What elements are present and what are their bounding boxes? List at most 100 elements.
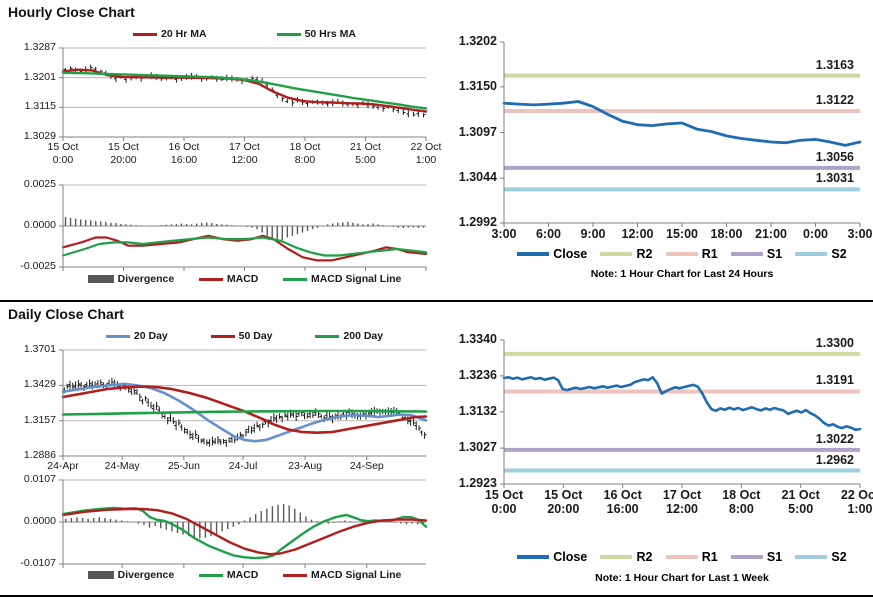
legend-item: Close bbox=[517, 550, 587, 564]
x-tick-label: 6:00 bbox=[535, 227, 562, 241]
legend-item: 200 Day bbox=[315, 330, 383, 342]
legend-swatch-macd-signal-line bbox=[282, 277, 307, 281]
legend-swatch-macd bbox=[198, 573, 223, 577]
daily-ma-legend: 20 Day 50 Day 200 Day bbox=[63, 328, 426, 344]
legend-swatch-50-hrs-ma bbox=[276, 32, 301, 36]
x-tick-label: 24-Sep bbox=[349, 460, 384, 472]
legend-swatch-s2 bbox=[795, 555, 828, 559]
y-tick-label: 1.2886 bbox=[23, 449, 56, 461]
legend-label: Divergence bbox=[117, 569, 175, 581]
x-tick-label: 23-Aug bbox=[288, 460, 323, 472]
y-tick-label: 1.3236 bbox=[458, 367, 497, 382]
y-tick-label: 1.3429 bbox=[23, 378, 56, 391]
legend-label: 200 Day bbox=[343, 330, 384, 342]
legend-item: MACD bbox=[198, 273, 258, 285]
daily-macd-legend: Divergence MACD MACD Signal Line bbox=[63, 567, 426, 583]
x-tick-label: 0:00 bbox=[802, 227, 829, 241]
legend-label: S1 bbox=[766, 247, 783, 261]
x-tick-label: 15 Oct 20:00 bbox=[544, 488, 583, 517]
x-tick-label: 24-Jul bbox=[228, 460, 258, 472]
legend-item: S1 bbox=[730, 550, 782, 564]
legend-swatch-close bbox=[517, 555, 550, 559]
legend-label: R1 bbox=[701, 550, 718, 564]
x-tick-label: 15 Oct 20:00 bbox=[108, 141, 139, 166]
hourly-section-title: Hourly Close Chart bbox=[8, 4, 135, 20]
legend-item: 50 Hrs MA bbox=[276, 28, 356, 40]
y-tick-label: -0.0107 bbox=[20, 557, 56, 569]
legend-item: R1 bbox=[665, 247, 718, 261]
legend-swatch-20-day bbox=[105, 334, 130, 338]
legend-swatch-s1 bbox=[730, 252, 763, 256]
daily-section-title: Daily Close Chart bbox=[8, 306, 124, 322]
legend-item: R2 bbox=[600, 247, 652, 261]
hourly-ma-legend: 20 Hr MA 50 Hrs MA bbox=[63, 26, 426, 42]
legend-swatch-close bbox=[517, 252, 550, 256]
pivot-value-label: 1.3300 bbox=[815, 335, 854, 350]
daily-price-plot bbox=[59, 349, 428, 460]
daily-pivot-note: Note: 1 Hour Chart for Last 1 Week bbox=[595, 572, 769, 584]
y-tick-label: 0.0000 bbox=[23, 219, 56, 231]
y-tick-label: 1.2923 bbox=[458, 476, 497, 490]
legend-item: S2 bbox=[795, 550, 847, 564]
y-tick-label: 0.0107 bbox=[23, 473, 56, 485]
y-tick-label: 1.3201 bbox=[23, 70, 56, 83]
legend-item: 50 Day bbox=[210, 330, 273, 342]
x-tick-label: 12:00 bbox=[621, 227, 654, 241]
pivot-value-label: 1.3122 bbox=[815, 92, 854, 107]
section-divider bbox=[0, 300, 873, 302]
y-tick-label: -0.0025 bbox=[20, 260, 56, 272]
x-tick-label: 25-Jun bbox=[167, 460, 200, 472]
series-50-day bbox=[61, 385, 428, 434]
legend-swatch-r1 bbox=[665, 555, 698, 559]
y-tick-label: 1.3027 bbox=[458, 440, 497, 455]
y-tick-label: 0.0000 bbox=[23, 515, 56, 527]
legend-item: 20 Hr MA bbox=[133, 28, 207, 40]
x-tick-label: 24-May bbox=[104, 460, 140, 472]
legend-swatch-s2 bbox=[795, 252, 828, 256]
y-tick-label: 1.3202 bbox=[458, 34, 497, 48]
daily-pivot-legend: Close R2 R1 S1 S2 bbox=[504, 549, 860, 565]
x-tick-label: 15 Oct 0:00 bbox=[484, 488, 524, 517]
x-tick-label: 17 Oct 12:00 bbox=[662, 488, 702, 517]
daily-pivot-plot bbox=[500, 339, 862, 488]
legend-swatch-200-day bbox=[315, 334, 340, 338]
y-tick-label: 1.3029 bbox=[23, 130, 56, 142]
legend-item: Divergence bbox=[87, 273, 174, 285]
hourly-price-plot bbox=[59, 47, 428, 141]
y-tick-label: 1.3287 bbox=[23, 41, 56, 53]
legend-swatch-r1 bbox=[665, 252, 698, 256]
x-tick-label: 3:00 bbox=[847, 227, 873, 241]
hourly-macd-plot bbox=[59, 184, 428, 271]
legend-item: MACD bbox=[198, 569, 258, 581]
pivot-value-label: 1.3022 bbox=[815, 431, 854, 446]
x-tick-label: 24-Apr bbox=[47, 460, 79, 472]
series-macd bbox=[61, 506, 428, 560]
legend-item: MACD Signal Line bbox=[282, 273, 401, 285]
legend-item: Close bbox=[517, 247, 587, 261]
legend-item: S2 bbox=[795, 247, 847, 261]
pivot-value-label: 1.3056 bbox=[815, 149, 854, 164]
hourly-pivot-note: Note: 1 Hour Chart for Last 24 Hours bbox=[590, 268, 774, 280]
x-tick-label: 9:00 bbox=[580, 227, 606, 241]
legend-swatch-divergence bbox=[87, 571, 114, 579]
pivot-value-label: 1.3031 bbox=[815, 171, 854, 186]
hourly-pivot-plot bbox=[500, 41, 862, 227]
legend-label: 20 Day bbox=[133, 330, 168, 342]
legend-label: 50 Day bbox=[238, 330, 273, 342]
legend-swatch-50-day bbox=[210, 334, 235, 338]
daily-macd-plot bbox=[59, 479, 428, 568]
legend-item: R2 bbox=[600, 550, 652, 564]
pivot-value-label: 1.3191 bbox=[815, 373, 854, 388]
legend-label: R1 bbox=[701, 247, 718, 261]
series-close bbox=[502, 100, 862, 147]
legend-item: R1 bbox=[665, 550, 718, 564]
legend-item: MACD Signal Line bbox=[282, 569, 401, 581]
y-tick-label: 1.3132 bbox=[458, 403, 497, 418]
x-tick-label: 15:00 bbox=[666, 227, 698, 241]
x-tick-label: 21:00 bbox=[755, 227, 787, 241]
y-tick-label: 1.3097 bbox=[458, 124, 497, 139]
x-tick-label: 16 Oct 16:00 bbox=[603, 488, 642, 517]
